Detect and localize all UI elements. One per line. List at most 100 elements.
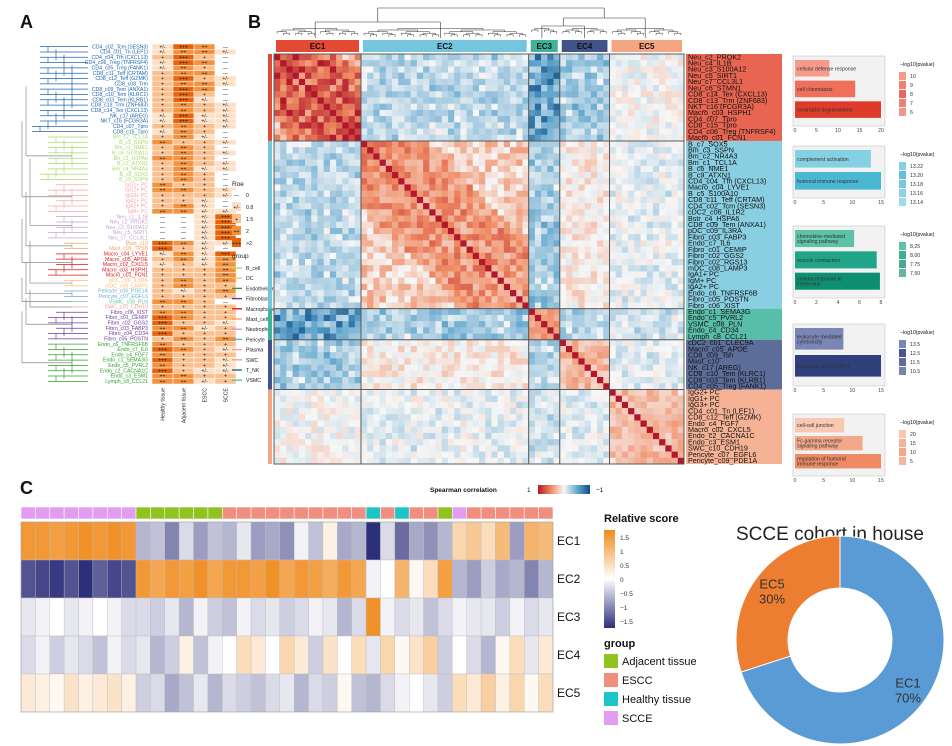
corr-cell: [510, 227, 517, 235]
corr-cell: [534, 184, 542, 191]
roe-symbol: +++: [179, 60, 188, 66]
corr-cell: [280, 420, 287, 428]
corr-cell: [497, 389, 505, 396]
corr-cell: [360, 432, 368, 440]
corr-cell: [590, 283, 598, 291]
corr-cell: [280, 122, 287, 129]
corr-cell: [416, 227, 424, 235]
corr-cell: [510, 128, 517, 136]
corr-cell: [621, 227, 629, 235]
corr-cell: [609, 103, 616, 111]
corr-cell: [510, 252, 517, 260]
corr-cell: [497, 116, 505, 123]
roe-symbol: ++: [159, 209, 165, 215]
corr-cell: [640, 271, 648, 278]
corr-cell: [360, 147, 368, 154]
corr-cell: [659, 134, 666, 142]
corr-cell: [398, 209, 405, 216]
corr-cell: [336, 389, 343, 396]
corr-cell: [510, 215, 517, 223]
corr-cell: [360, 283, 368, 291]
corr-cell: [298, 327, 306, 334]
corr-cell: [621, 259, 629, 266]
corr-cell: [640, 122, 648, 129]
corr-cell: [541, 140, 548, 148]
roe-symbol: +++: [179, 76, 188, 82]
roe-symbol: +/-: [222, 108, 228, 114]
corr-cell: [590, 128, 598, 136]
corr-cell: [665, 290, 672, 297]
roe-symbol: +: [224, 331, 227, 337]
corr-cell: [516, 445, 523, 452]
corr-cell: [367, 78, 374, 86]
corr-cell: [621, 221, 629, 229]
corr-cell: [305, 103, 312, 111]
corr-cell: [404, 159, 411, 167]
corr-cell: [665, 420, 672, 428]
roe-symbol: —: [223, 129, 229, 135]
corr-cell: [404, 290, 411, 297]
corr-cell: [534, 439, 542, 446]
corr-cell: [429, 246, 436, 254]
corr-cell: [621, 215, 629, 223]
corr-cell: [429, 227, 436, 235]
corr-cell: [646, 85, 654, 92]
corr-cell: [367, 91, 374, 98]
corr-cell: [652, 103, 660, 111]
corr-cell: [305, 60, 312, 67]
corr-cell: [510, 290, 517, 297]
corr-cell: [429, 153, 436, 160]
corr-cell: [466, 122, 474, 129]
corr-cell: [441, 395, 449, 403]
corr-cell: [423, 314, 430, 322]
corr-cell: [646, 54, 654, 61]
corr-cell: [429, 364, 436, 372]
corr-cell: [435, 420, 443, 428]
corr-cell: [311, 271, 318, 278]
corr-cell: [454, 408, 461, 415]
roe-symbol: ++: [180, 156, 186, 162]
corr-cell: [466, 352, 474, 359]
corr-cell: [621, 109, 629, 117]
corr-cell: [429, 147, 436, 154]
corr-cell: [671, 78, 679, 86]
corr-cell: [329, 221, 337, 229]
corr-cell: [410, 147, 418, 154]
corr-cell: [404, 240, 411, 247]
roe-symbol: ++: [180, 209, 186, 215]
corr-cell: [404, 91, 411, 98]
corr-cell: [286, 234, 293, 241]
corr-cell: [479, 234, 486, 241]
corr-cell: [628, 432, 635, 440]
corr-cell: [479, 178, 486, 185]
corr-cell: [659, 159, 666, 167]
roe-symbol: +/-: [222, 140, 228, 146]
panel-label-b: B: [248, 12, 261, 32]
corr-cell: [615, 426, 623, 434]
corr-cell: [410, 85, 418, 92]
corr-cell: [497, 203, 505, 210]
corr-cell: [410, 178, 418, 185]
corr-cell: [628, 445, 635, 452]
corr-cell: [640, 184, 648, 191]
corr-cell: [646, 327, 654, 334]
corr-cell: [528, 445, 536, 452]
corr-cell: [416, 395, 424, 403]
corr-cell: [317, 128, 324, 136]
corr-cell: [360, 240, 368, 247]
corr-cell: [416, 265, 424, 272]
corr-cell: [652, 321, 660, 328]
corr-cell: [373, 128, 380, 136]
corr-cell: [485, 215, 492, 223]
corr-cell: [609, 401, 616, 409]
corr-cell: [360, 345, 368, 353]
roe-legend-symbol: ++: [233, 229, 239, 235]
roe-symbol: +: [203, 305, 206, 311]
corr-cell: [677, 327, 685, 334]
roe-legend-swatch: [232, 214, 241, 223]
corr-cell: [354, 420, 362, 428]
corr-cell: [336, 190, 343, 198]
corr-cell: [472, 72, 480, 80]
corr-cell: [528, 159, 536, 167]
corr-cell: [609, 203, 616, 210]
